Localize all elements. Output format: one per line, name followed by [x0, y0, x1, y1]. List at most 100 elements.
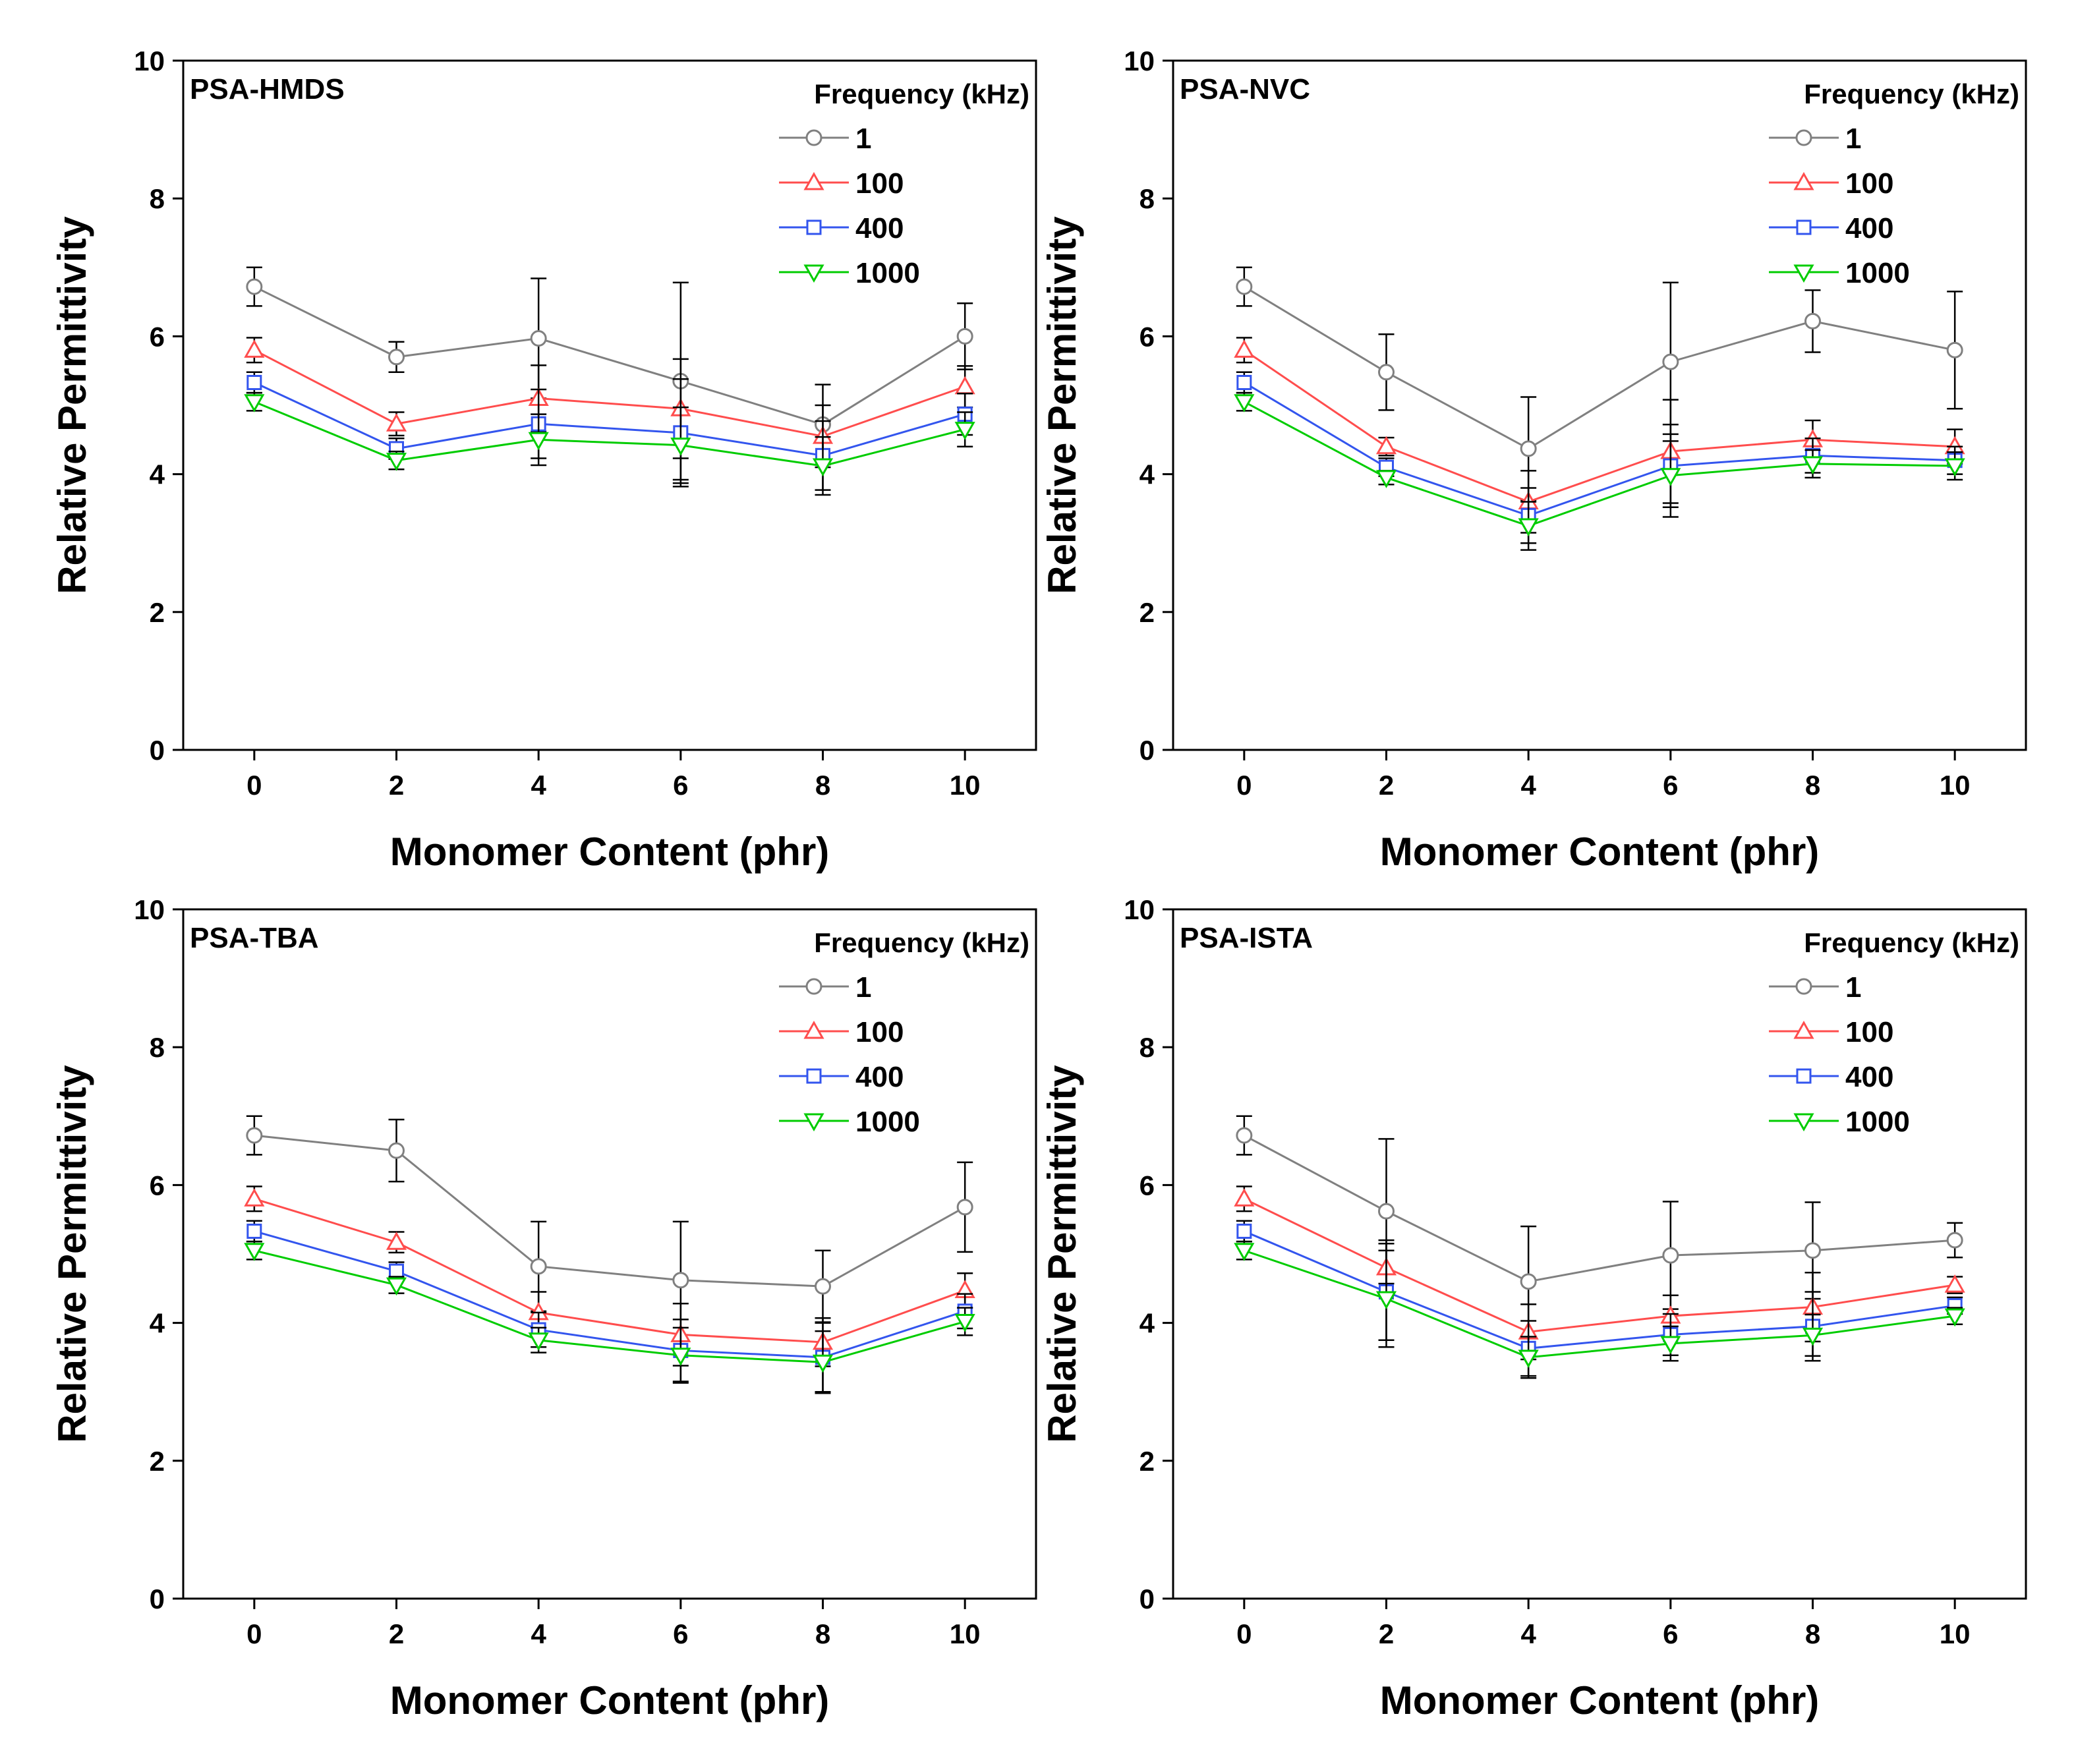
y-tick-label: 10	[1124, 894, 1155, 925]
legend-item-1000: 1000	[1769, 257, 1910, 289]
x-tick-label: 2	[389, 1618, 404, 1649]
data-point	[670, 1348, 691, 1366]
data-point	[1236, 1127, 1253, 1144]
legend-item-100: 100	[779, 1016, 904, 1048]
series-line	[1244, 1249, 1955, 1359]
legend-label: 1000	[1845, 257, 1910, 289]
series-line	[254, 1249, 966, 1363]
data-point	[1518, 1350, 1539, 1368]
data-point	[1234, 339, 1255, 358]
legend-label: 1	[1845, 123, 1861, 155]
data-point	[1662, 1247, 1679, 1264]
x-tick-label: 8	[1805, 770, 1820, 801]
data-point	[530, 1258, 547, 1275]
legend-item-100: 100	[1769, 1016, 1893, 1048]
data-point	[1660, 468, 1681, 486]
series-line	[254, 1134, 966, 1288]
y-tick-label: 6	[1139, 1170, 1155, 1201]
legend-label: 1000	[855, 1106, 920, 1138]
data-point	[1520, 1273, 1537, 1290]
legend-marker	[1795, 129, 1812, 146]
series-1000	[244, 1240, 975, 1394]
y-tick-label: 10	[134, 894, 165, 925]
series-100	[1234, 337, 1965, 534]
data-point	[246, 1223, 262, 1239]
data-point	[954, 422, 975, 440]
legend-label: 1	[1845, 971, 1861, 1004]
x-tick-label: 6	[1663, 1618, 1678, 1649]
series-line	[1244, 1230, 1955, 1350]
x-tick-label: 6	[673, 1618, 688, 1649]
data-point	[1946, 1232, 1963, 1249]
x-tick-label: 0	[1236, 770, 1252, 801]
y-tick-label: 6	[150, 321, 165, 352]
series-line	[1244, 382, 1955, 517]
series-100	[1234, 1185, 1965, 1361]
series-1	[246, 266, 973, 481]
legend-marker	[803, 1020, 824, 1039]
series-100	[244, 337, 975, 469]
series-line	[254, 1230, 966, 1359]
x-tick-label: 4	[531, 1618, 546, 1649]
data-point	[388, 349, 405, 366]
series-400	[246, 371, 973, 491]
legend-title: Frequency (kHz)	[1804, 927, 2019, 958]
legend-label: 100	[855, 1016, 904, 1048]
legend-marker	[1793, 1113, 1814, 1132]
series-line	[1244, 401, 1955, 527]
x-tick-label: 4	[1520, 770, 1536, 801]
x-tick-label: 10	[950, 1618, 981, 1649]
y-tick-label: 4	[150, 459, 165, 490]
y-tick-label: 6	[1139, 321, 1155, 352]
data-point	[1378, 364, 1395, 381]
data-point	[244, 1243, 265, 1261]
data-point	[1234, 1243, 1255, 1261]
y-tick-label: 10	[134, 45, 165, 76]
plot-frame	[182, 59, 1037, 751]
y-tick-label: 4	[1139, 1308, 1155, 1339]
y-tick-label: 0	[150, 735, 165, 766]
plot-frame	[182, 908, 1037, 1600]
data-point	[246, 1127, 263, 1144]
legend-marker	[803, 264, 824, 283]
data-point	[670, 438, 691, 456]
legend-label: 1	[855, 971, 871, 1004]
data-point	[1802, 1327, 1824, 1346]
legend-title: Frequency (kHz)	[814, 78, 1029, 109]
x-axis-label: Monomer Content (phr)	[390, 830, 830, 874]
legend-marker	[1796, 219, 1812, 235]
legend-item-400: 400	[779, 212, 904, 244]
legend-item-100: 100	[779, 167, 904, 200]
series-line	[1244, 285, 1955, 450]
series-1000	[244, 391, 975, 496]
legend-item-1: 1	[779, 971, 871, 1004]
data-point	[1804, 312, 1821, 329]
data-point	[244, 1188, 265, 1207]
legend-label: 1000	[1845, 1106, 1910, 1138]
legend-marker	[1793, 1020, 1814, 1039]
series-line	[254, 285, 966, 426]
data-point	[1375, 470, 1397, 488]
x-tick-label: 0	[1236, 1618, 1252, 1649]
legend-item-1: 1	[1769, 971, 1861, 1004]
legend-item-1000: 1000	[779, 257, 920, 289]
data-point	[1236, 278, 1253, 295]
series-1000	[1234, 1240, 1965, 1379]
legend-label: 400	[1845, 1061, 1893, 1093]
y-tick-label: 8	[150, 183, 165, 214]
y-tick-label: 4	[1139, 459, 1155, 490]
x-tick-label: 0	[246, 770, 262, 801]
series-line	[254, 382, 966, 457]
series-400	[1236, 1220, 1963, 1377]
y-tick-label: 2	[1139, 597, 1155, 628]
y-tick-label: 0	[150, 1583, 165, 1614]
legend-marker	[803, 1113, 824, 1132]
data-point	[954, 1314, 975, 1332]
data-point	[954, 376, 975, 395]
x-tick-label: 8	[1805, 1618, 1820, 1649]
legend-item-1: 1	[1769, 123, 1861, 155]
series-line	[1243, 349, 1955, 503]
y-tick-label: 2	[150, 597, 165, 628]
